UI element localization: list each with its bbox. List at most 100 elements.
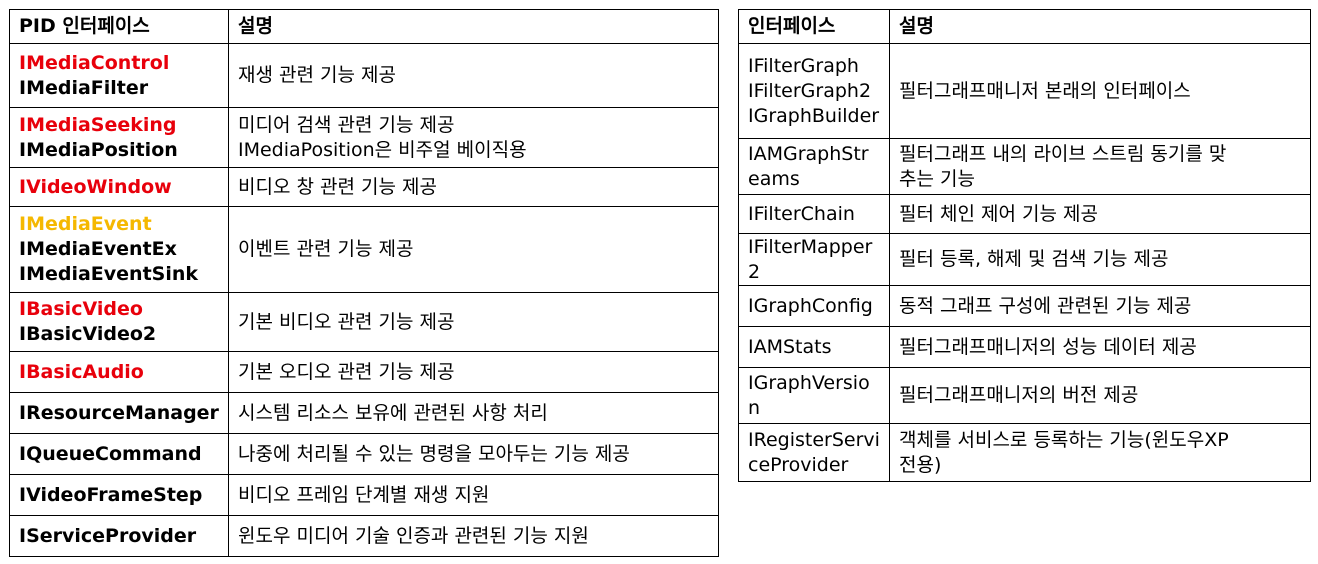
table-row: IResourceManager 시스템 리소스 보유에 관련된 사항 처리 [9, 392, 719, 434]
table-row: IGraphVersio n 필터그래프매니저의 버전 제공 [738, 367, 1311, 424]
interface-cell: IAMGraphStr eams [738, 138, 890, 195]
description-text: 객체를 서비스로 등록하는 기능(윈도우XP [899, 428, 1229, 451]
interface-cell: IFilterChain [738, 194, 890, 234]
description-text: 추는 기능 [899, 167, 975, 190]
interface-name: IMediaFilter [19, 76, 149, 99]
header-description: 설명 [889, 9, 1311, 44]
description-text: 필터 등록, 해제 및 검색 기능 제공 [899, 248, 1169, 270]
description-cell: 필터그래프매니저 본래의 인터페이스 [889, 43, 1311, 139]
interface-name: IGraphConfig [748, 294, 873, 317]
header-row: PID 인터페이스 설명 [9, 9, 719, 44]
description-text: 비디오 창 관련 기능 제공 [238, 175, 437, 198]
description-text: 필터그래프매니저 본래의 인터페이스 [899, 79, 1191, 102]
description-text: 재생 관련 기능 제공 [238, 64, 396, 86]
interface-name: IFilterChain [748, 202, 855, 225]
table-row: IGraphConfig 동적 그래프 구성에 관련된 기능 제공 [738, 285, 1311, 327]
description-cell: 기본 비디오 관련 기능 제공 [228, 292, 719, 352]
description-text: 이벤트 관련 기능 제공 [238, 238, 414, 260]
pid-interface-table: PID 인터페이스 설명 IMediaControl IMediaFilter 재생… [9, 9, 719, 557]
interface-cell: IVideoWindow [9, 167, 229, 207]
table-row: IVideoWindow 비디오 창 관련 기능 제공 [9, 167, 719, 207]
table-row: IBasicVideo IBasicVideo2 기본 비디오 관련 기능 제공 [9, 292, 719, 352]
interface-cell: IFilterGraph IFilterGraph2 IGraphBuilder [738, 43, 890, 139]
table-row: IMediaEvent IMediaEventEx IMediaEventSink 이… [9, 206, 719, 293]
interface-name: IGraphBuilder [748, 104, 880, 127]
table-row: IServiceProvider 윈도우 미디어 기술 인증과 관련된 기능 지원 [9, 515, 719, 557]
interface-name: IServiceProvider [19, 524, 197, 547]
description-cell: 이벤트 관련 기능 제공 [228, 206, 719, 293]
description-text: 기본 비디오 관련 기능 제공 [238, 310, 455, 333]
table-row: IVideoFrameStep 비디오 프레임 단계별 재생 지원 [9, 474, 719, 516]
description-cell: 나중에 처리될 수 있는 명령을 모아두는 기능 제공 [228, 433, 719, 475]
description-text: 필터그래프매니저의 성능 데이터 제공 [899, 335, 1197, 358]
table-row: IAMGraphStr eams 필터그래프 내의 라이브 스트림 동기를 맞 추는 … [738, 138, 1311, 195]
interface-name: IVideoWindow [19, 175, 172, 198]
interface-name: IVideoFrameStep [19, 483, 203, 506]
description-text: 필터그래프 내의 라이브 스트림 동기를 맞 [899, 142, 1227, 165]
description-cell: 미디어 검색 관련 기능 제공 IMediaPosition은 비주얼 베이직용 [228, 107, 719, 168]
description-cell: 윈도우 미디어 기술 인증과 관련된 기능 지원 [228, 515, 719, 557]
header-row: 인터페이스 설명 [738, 9, 1311, 44]
interface-name: n [748, 396, 761, 419]
table-row: IRegisterServi ceProvider 객체를 서비스로 등록하는 기능… [738, 423, 1311, 482]
description-cell: 필터그래프매니저의 버전 제공 [889, 367, 1311, 424]
interface-cell: IVideoFrameStep [9, 474, 229, 516]
interface-cell: IAMStats [738, 326, 890, 368]
interface-cell: IMediaControl IMediaFilter [9, 43, 229, 108]
interface-name: IMediaEvent [19, 213, 152, 235]
interface-cell: IServiceProvider [9, 515, 229, 557]
description-cell: 필터 체인 제어 기능 제공 [889, 194, 1311, 234]
interface-name: IFilterGraph [748, 54, 859, 77]
table-row: IFilterMapper 2 필터 등록, 해제 및 검색 기능 제공 [738, 233, 1311, 286]
header-description: 설명 [228, 9, 719, 44]
interface-cell: IBasicAudio [9, 351, 229, 393]
interface-name: IMediaEventEx [19, 238, 177, 260]
interface-cell: IQueueCommand [9, 433, 229, 475]
interface-cell: IBasicVideo IBasicVideo2 [9, 292, 229, 352]
description-text: 비디오 프레임 단계별 재생 지원 [238, 483, 490, 506]
interface-name: IAMGraphStr [748, 142, 869, 165]
interface-name: ceProvider [748, 453, 849, 476]
table-row: IQueueCommand 나중에 처리될 수 있는 명령을 모아두는 기능 제공 [9, 433, 719, 475]
table-row: IFilterGraph IFilterGraph2 IGraphBuilder 필터… [738, 43, 1311, 139]
interface-cell: IGraphConfig [738, 285, 890, 327]
description-cell: 필터 등록, 해제 및 검색 기능 제공 [889, 233, 1311, 286]
description-text: 필터 체인 제어 기능 제공 [899, 202, 1098, 225]
description-cell: 필터그래프매니저의 성능 데이터 제공 [889, 326, 1311, 368]
description-cell: 재생 관련 기능 제공 [228, 43, 719, 108]
description-text: 윈도우 미디어 기술 인증과 관련된 기능 지원 [238, 524, 589, 547]
table-row: IFilterChain 필터 체인 제어 기능 제공 [738, 194, 1311, 234]
interface-name: IResourceManager [19, 401, 219, 424]
interface-name: IMediaControl [19, 51, 170, 74]
description-text: 시스템 리소스 보유에 관련된 사항 처리 [238, 401, 548, 424]
description-cell: 필터그래프 내의 라이브 스트림 동기를 맞 추는 기능 [889, 138, 1311, 195]
description-text: IMediaPosition은 비주얼 베이직용 [238, 138, 527, 161]
interface-name: IMediaEventSink [19, 263, 199, 285]
interface-name: IMediaPosition [19, 138, 178, 161]
interface-name: IBasicVideo [19, 298, 143, 320]
interface-name: eams [748, 167, 800, 190]
interface-name: IMediaSeeking [19, 113, 177, 136]
interface-name: IBasicVideo2 [19, 323, 157, 345]
description-text: 동적 그래프 구성에 관련된 기능 제공 [899, 294, 1192, 317]
header-interface: PID 인터페이스 [9, 9, 229, 44]
header-interface: 인터페이스 [738, 9, 890, 44]
interface-name: IAMStats [748, 335, 832, 358]
description-cell: 시스템 리소스 보유에 관련된 사항 처리 [228, 392, 719, 434]
description-text: 필터그래프매니저의 버전 제공 [899, 384, 1139, 406]
interface-name: IFilterGraph2 [748, 79, 872, 102]
interface-cell: IRegisterServi ceProvider [738, 423, 890, 482]
interface-name: IRegisterServi [748, 428, 880, 451]
description-cell: 비디오 창 관련 기능 제공 [228, 167, 719, 207]
interface-cell: IFilterMapper 2 [738, 233, 890, 286]
interface-cell: IMediaEvent IMediaEventEx IMediaEventSink [9, 206, 229, 293]
description-text: 미디어 검색 관련 기능 제공 [238, 113, 455, 136]
table-row: IMediaControl IMediaFilter 재생 관련 기능 제공 [9, 43, 719, 108]
description-cell: 비디오 프레임 단계별 재생 지원 [228, 474, 719, 516]
description-cell: 기본 오디오 관련 기능 제공 [228, 351, 719, 393]
interface-name: IQueueCommand [19, 442, 202, 465]
description-cell: 객체를 서비스로 등록하는 기능(윈도우XP 전용) [889, 423, 1311, 482]
table-row: IAMStats 필터그래프매니저의 성능 데이터 제공 [738, 326, 1311, 368]
interface-name: IGraphVersio [748, 371, 870, 394]
description-cell: 동적 그래프 구성에 관련된 기능 제공 [889, 285, 1311, 327]
